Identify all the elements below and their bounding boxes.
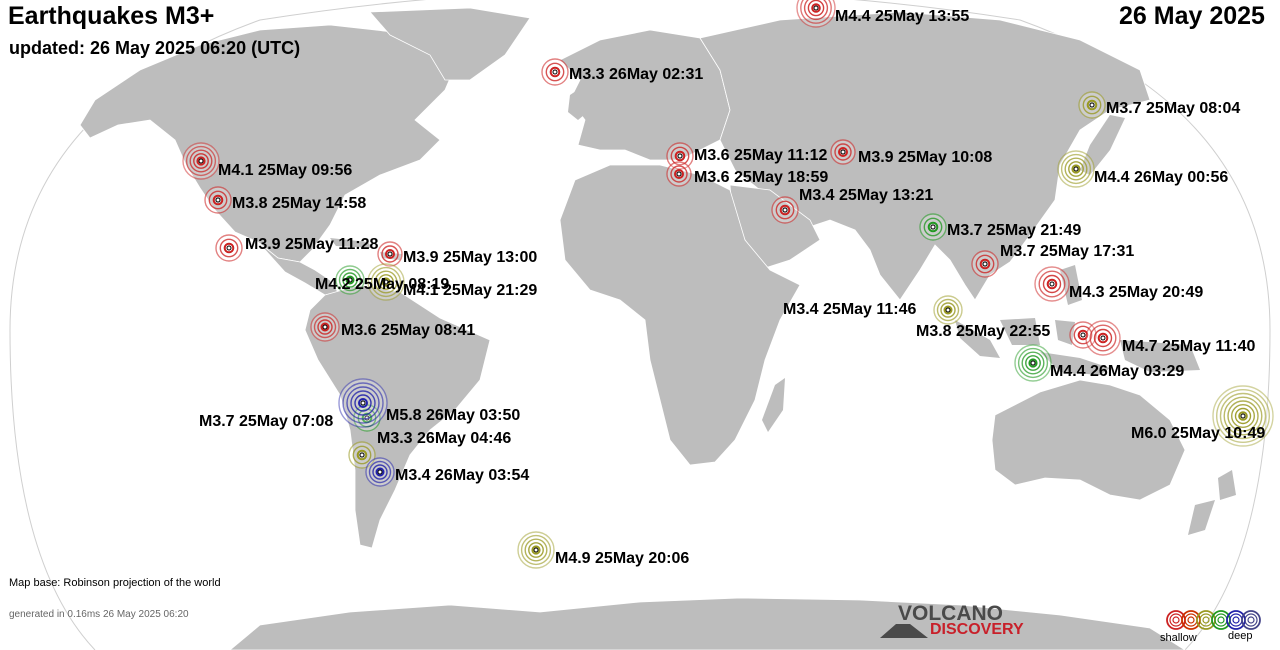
continent-madagascar	[762, 378, 785, 432]
quake-marker[interactable]	[1034, 266, 1070, 302]
map-date: 26 May 2025	[1119, 2, 1265, 30]
continent-indonesia	[955, 265, 1200, 375]
quake-marker[interactable]	[310, 312, 340, 342]
continent-new-zealand	[1188, 470, 1236, 535]
quake-label[interactable]: M3.8 25May 22:55	[916, 323, 1051, 340]
quake-label[interactable]: M3.7 25May 07:08	[199, 413, 334, 430]
quake-marker[interactable]	[365, 457, 395, 487]
quake-label[interactable]: M3.9 25May 13:00	[403, 249, 538, 266]
legend-ring	[1247, 616, 1255, 624]
legend-ring	[1169, 613, 1183, 627]
legend-ring	[1202, 616, 1210, 624]
updated-timestamp: updated: 26 May 2025 06:20 (UTC)	[9, 38, 301, 58]
continent-south-america	[304, 284, 491, 549]
quake-label[interactable]: M3.4 25May 13:21	[799, 187, 934, 204]
continent-australia	[991, 379, 1186, 501]
quake-label[interactable]: M5.8 26May 03:50	[386, 407, 521, 424]
quake-marker[interactable]	[367, 263, 405, 301]
quake-label[interactable]: M3.7 25May 17:31	[1000, 243, 1135, 260]
quake-marker[interactable]	[1078, 91, 1106, 119]
quake-marker[interactable]	[335, 265, 365, 295]
quake-label[interactable]: M4.3 25May 20:49	[1069, 284, 1204, 301]
quake-marker[interactable]	[338, 378, 388, 428]
quake-marker[interactable]	[377, 241, 403, 267]
quake-label[interactable]: M3.4 26May 03:54	[395, 467, 530, 484]
quake-marker[interactable]	[933, 295, 963, 325]
map-title: Earthquakes M3+	[8, 2, 215, 30]
logo-text-discovery: DISCOVERY	[930, 621, 1024, 638]
quake-marker[interactable]	[1085, 320, 1121, 356]
quake-label[interactable]: M3.7 25May 08:04	[1106, 100, 1241, 117]
continent-caribbean	[330, 238, 402, 260]
continent-british-isles	[568, 85, 590, 120]
logo-text-volcano: VOLCANO	[898, 602, 1003, 625]
legend-ring	[1199, 613, 1213, 627]
depth-legend-rings	[1166, 610, 1261, 630]
quake-marker[interactable]	[1014, 344, 1052, 382]
continent-japan	[1080, 115, 1125, 175]
quake-marker[interactable]	[204, 186, 232, 214]
continent-antarctica	[229, 597, 1186, 650]
legend-ring	[1187, 616, 1195, 624]
legend-shallow-label: shallow	[1160, 632, 1197, 644]
quake-label[interactable]: M3.6 25May 11:12	[694, 147, 828, 164]
quake-label[interactable]: M3.7 25May 21:49	[947, 222, 1082, 239]
quake-label[interactable]: M6.0 25May 10:49	[1131, 425, 1266, 442]
quake-marker[interactable]	[666, 161, 692, 187]
quake-marker[interactable]	[348, 441, 376, 469]
quake-label[interactable]: M3.6 25May 18:59	[694, 169, 829, 186]
legend-ring	[1184, 613, 1198, 627]
quake-marker[interactable]	[971, 250, 999, 278]
continent-central-america	[257, 241, 339, 296]
quake-label[interactable]: M4.4 25May 13:55	[835, 8, 970, 25]
quake-label[interactable]: M3.9 25May 11:28	[245, 236, 379, 253]
legend-ring	[1229, 613, 1243, 627]
generated-note: generated in 0.16ms 26 May 2025 06:20	[9, 609, 189, 620]
depth-legend: shallow deep	[1160, 608, 1270, 648]
legend-deep-label: deep	[1228, 630, 1253, 642]
quake-label[interactable]: M4.1 25May 09:56	[218, 162, 353, 179]
continent-africa	[559, 164, 801, 466]
quake-marker[interactable]	[666, 142, 694, 170]
legend-ring	[1217, 616, 1225, 624]
quake-label[interactable]: M4.1 25May 21:29	[403, 282, 538, 299]
volcano-discovery-logo[interactable]: VOLCANO DISCOVERY	[880, 602, 1040, 642]
quake-marker[interactable]	[182, 142, 220, 180]
quake-marker[interactable]	[541, 58, 569, 86]
quake-marker[interactable]	[517, 531, 555, 569]
quake-marker[interactable]	[919, 213, 947, 241]
quake-label[interactable]: M3.9 25May 10:08	[858, 149, 993, 166]
quake-label[interactable]: M4.4 26May 00:56	[1094, 169, 1229, 186]
quake-marker[interactable]	[796, 0, 836, 28]
quake-label[interactable]: M3.8 25May 14:58	[232, 195, 367, 212]
quake-label[interactable]: M4.4 26May 03:29	[1050, 363, 1185, 380]
continent-north-america	[79, 24, 461, 263]
quake-marker[interactable]	[830, 139, 856, 165]
quake-marker[interactable]	[215, 234, 243, 262]
quake-marker[interactable]	[1057, 150, 1095, 188]
quake-label[interactable]: M4.9 25May 20:06	[555, 550, 690, 567]
quake-label[interactable]: M3.3 26May 02:31	[569, 66, 704, 83]
legend-ring	[1232, 616, 1240, 624]
quake-label[interactable]: M4.7 25May 11:40	[1122, 338, 1256, 355]
quake-label[interactable]: M3.4 25May 11:46	[783, 301, 917, 318]
legend-ring	[1172, 616, 1180, 624]
volcano-icon	[880, 624, 928, 638]
legend-ring	[1214, 613, 1228, 627]
legend-ring	[1244, 613, 1258, 627]
quake-label[interactable]: M3.3 26May 04:46	[377, 430, 512, 447]
quake-marker[interactable]	[1212, 385, 1274, 447]
legend-ring	[1241, 610, 1261, 630]
quake-label[interactable]: M3.6 25May 08:41	[341, 322, 476, 339]
quake-label[interactable]: M4.2 25May 08:19	[315, 276, 450, 293]
map-outline	[9, 0, 1271, 650]
continent-greenland	[369, 7, 531, 81]
map-base-note: Map base: Robinson projection of the wor…	[9, 577, 221, 589]
quake-marker[interactable]	[771, 196, 799, 224]
